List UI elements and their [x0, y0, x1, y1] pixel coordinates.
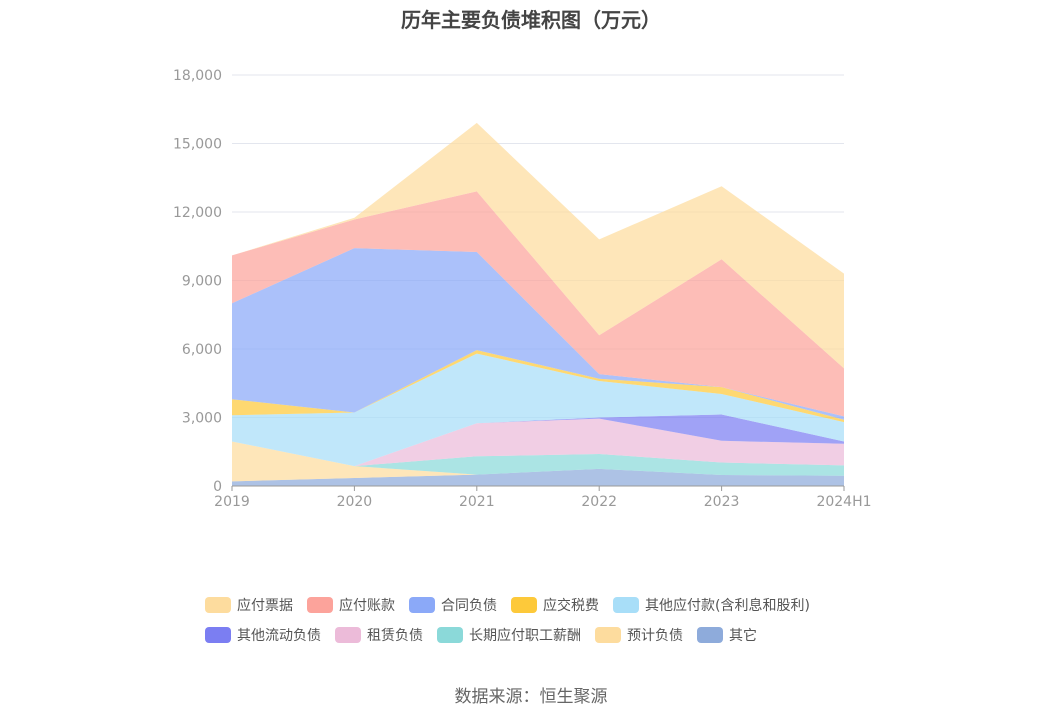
legend-label: 合同负债 [441, 598, 497, 614]
legend-swatch [613, 597, 639, 613]
legend-swatch [205, 627, 231, 643]
legend: 应付票据 应付账款 合同负债 应交税费 其他应付款(含利息和股利) 其他流动负债 租赁负债… [205, 590, 905, 650]
legend-swatch [409, 597, 435, 613]
legend-label: 其它 [729, 628, 757, 644]
legend-label: 其他流动负债 [237, 628, 321, 644]
legend-label: 应交税费 [543, 598, 599, 614]
chart-area: 0 3,000 6,000 9,000 12,000 15,000 18,000 2019 20… [173, 68, 872, 510]
x-tick-label: 2022 [581, 494, 617, 510]
legend-item[interactable]: 合同负债 [409, 595, 497, 615]
legend-label: 预计负债 [627, 628, 683, 644]
legend-swatch [437, 627, 463, 643]
area-series [232, 353, 844, 467]
legend-item[interactable]: 租赁负债 [335, 625, 423, 645]
axis-layer: 0 3,000 6,000 9,000 12,000 15,000 18,000 2019 20… [173, 68, 872, 510]
legend-row: 应付票据 应付账款 合同负债 应交税费 其他应付款(含利息和股利) [205, 590, 905, 620]
y-tick-label: 18,000 [173, 68, 222, 84]
legend-swatch [335, 627, 361, 643]
area-series [232, 350, 844, 423]
y-tick-label: 12,000 [173, 205, 222, 221]
y-tick-label: 3,000 [182, 411, 222, 427]
x-tick-label: 2020 [337, 494, 373, 510]
x-tick-label: 2021 [459, 494, 495, 510]
x-tick-label: 2024H1 [816, 494, 871, 510]
area-series [232, 191, 844, 417]
y-tick-label: 15,000 [173, 137, 222, 153]
y-tick-label: 6,000 [182, 342, 222, 358]
legend-item[interactable]: 其他流动负债 [205, 625, 321, 645]
legend-label: 应付账款 [339, 598, 395, 614]
area-series [232, 441, 844, 482]
area-series [232, 414, 844, 467]
legend-item[interactable]: 应付票据 [205, 595, 293, 615]
legend-label: 其他应付款(含利息和股利) [645, 598, 810, 614]
chart-title: 历年主要负债堆积图（万元） [401, 8, 661, 32]
legend-item[interactable]: 其他应付款(含利息和股利) [613, 595, 810, 615]
legend-swatch [697, 627, 723, 643]
legend-item[interactable]: 其它 [697, 625, 757, 645]
legend-label: 应付票据 [237, 598, 293, 614]
y-tick-label: 9,000 [182, 274, 222, 290]
legend-item[interactable]: 预计负债 [595, 625, 683, 645]
legend-swatch [511, 597, 537, 613]
area-layer [232, 122, 844, 486]
area-series [232, 418, 844, 467]
legend-swatch [205, 597, 231, 613]
legend-row: 其他流动负债 租赁负债 长期应付职工薪酬 预计负债 其它 [205, 620, 905, 650]
area-series [232, 248, 844, 420]
x-tick-label: 2019 [214, 494, 250, 510]
source-note: 数据来源：恒生聚源 [454, 687, 608, 707]
area-series [232, 441, 844, 476]
legend-swatch [595, 627, 621, 643]
legend-label: 租赁负债 [367, 628, 423, 644]
legend-swatch [307, 597, 333, 613]
legend-item[interactable]: 长期应付职工薪酬 [437, 625, 581, 645]
legend-label: 长期应付职工薪酬 [469, 628, 581, 644]
area-series [232, 122, 844, 369]
y-tick-label: 0 [213, 479, 222, 495]
x-tick-label: 2023 [704, 494, 740, 510]
area-series [232, 468, 844, 486]
legend-item[interactable]: 应交税费 [511, 595, 599, 615]
legend-item[interactable]: 应付账款 [307, 595, 395, 615]
